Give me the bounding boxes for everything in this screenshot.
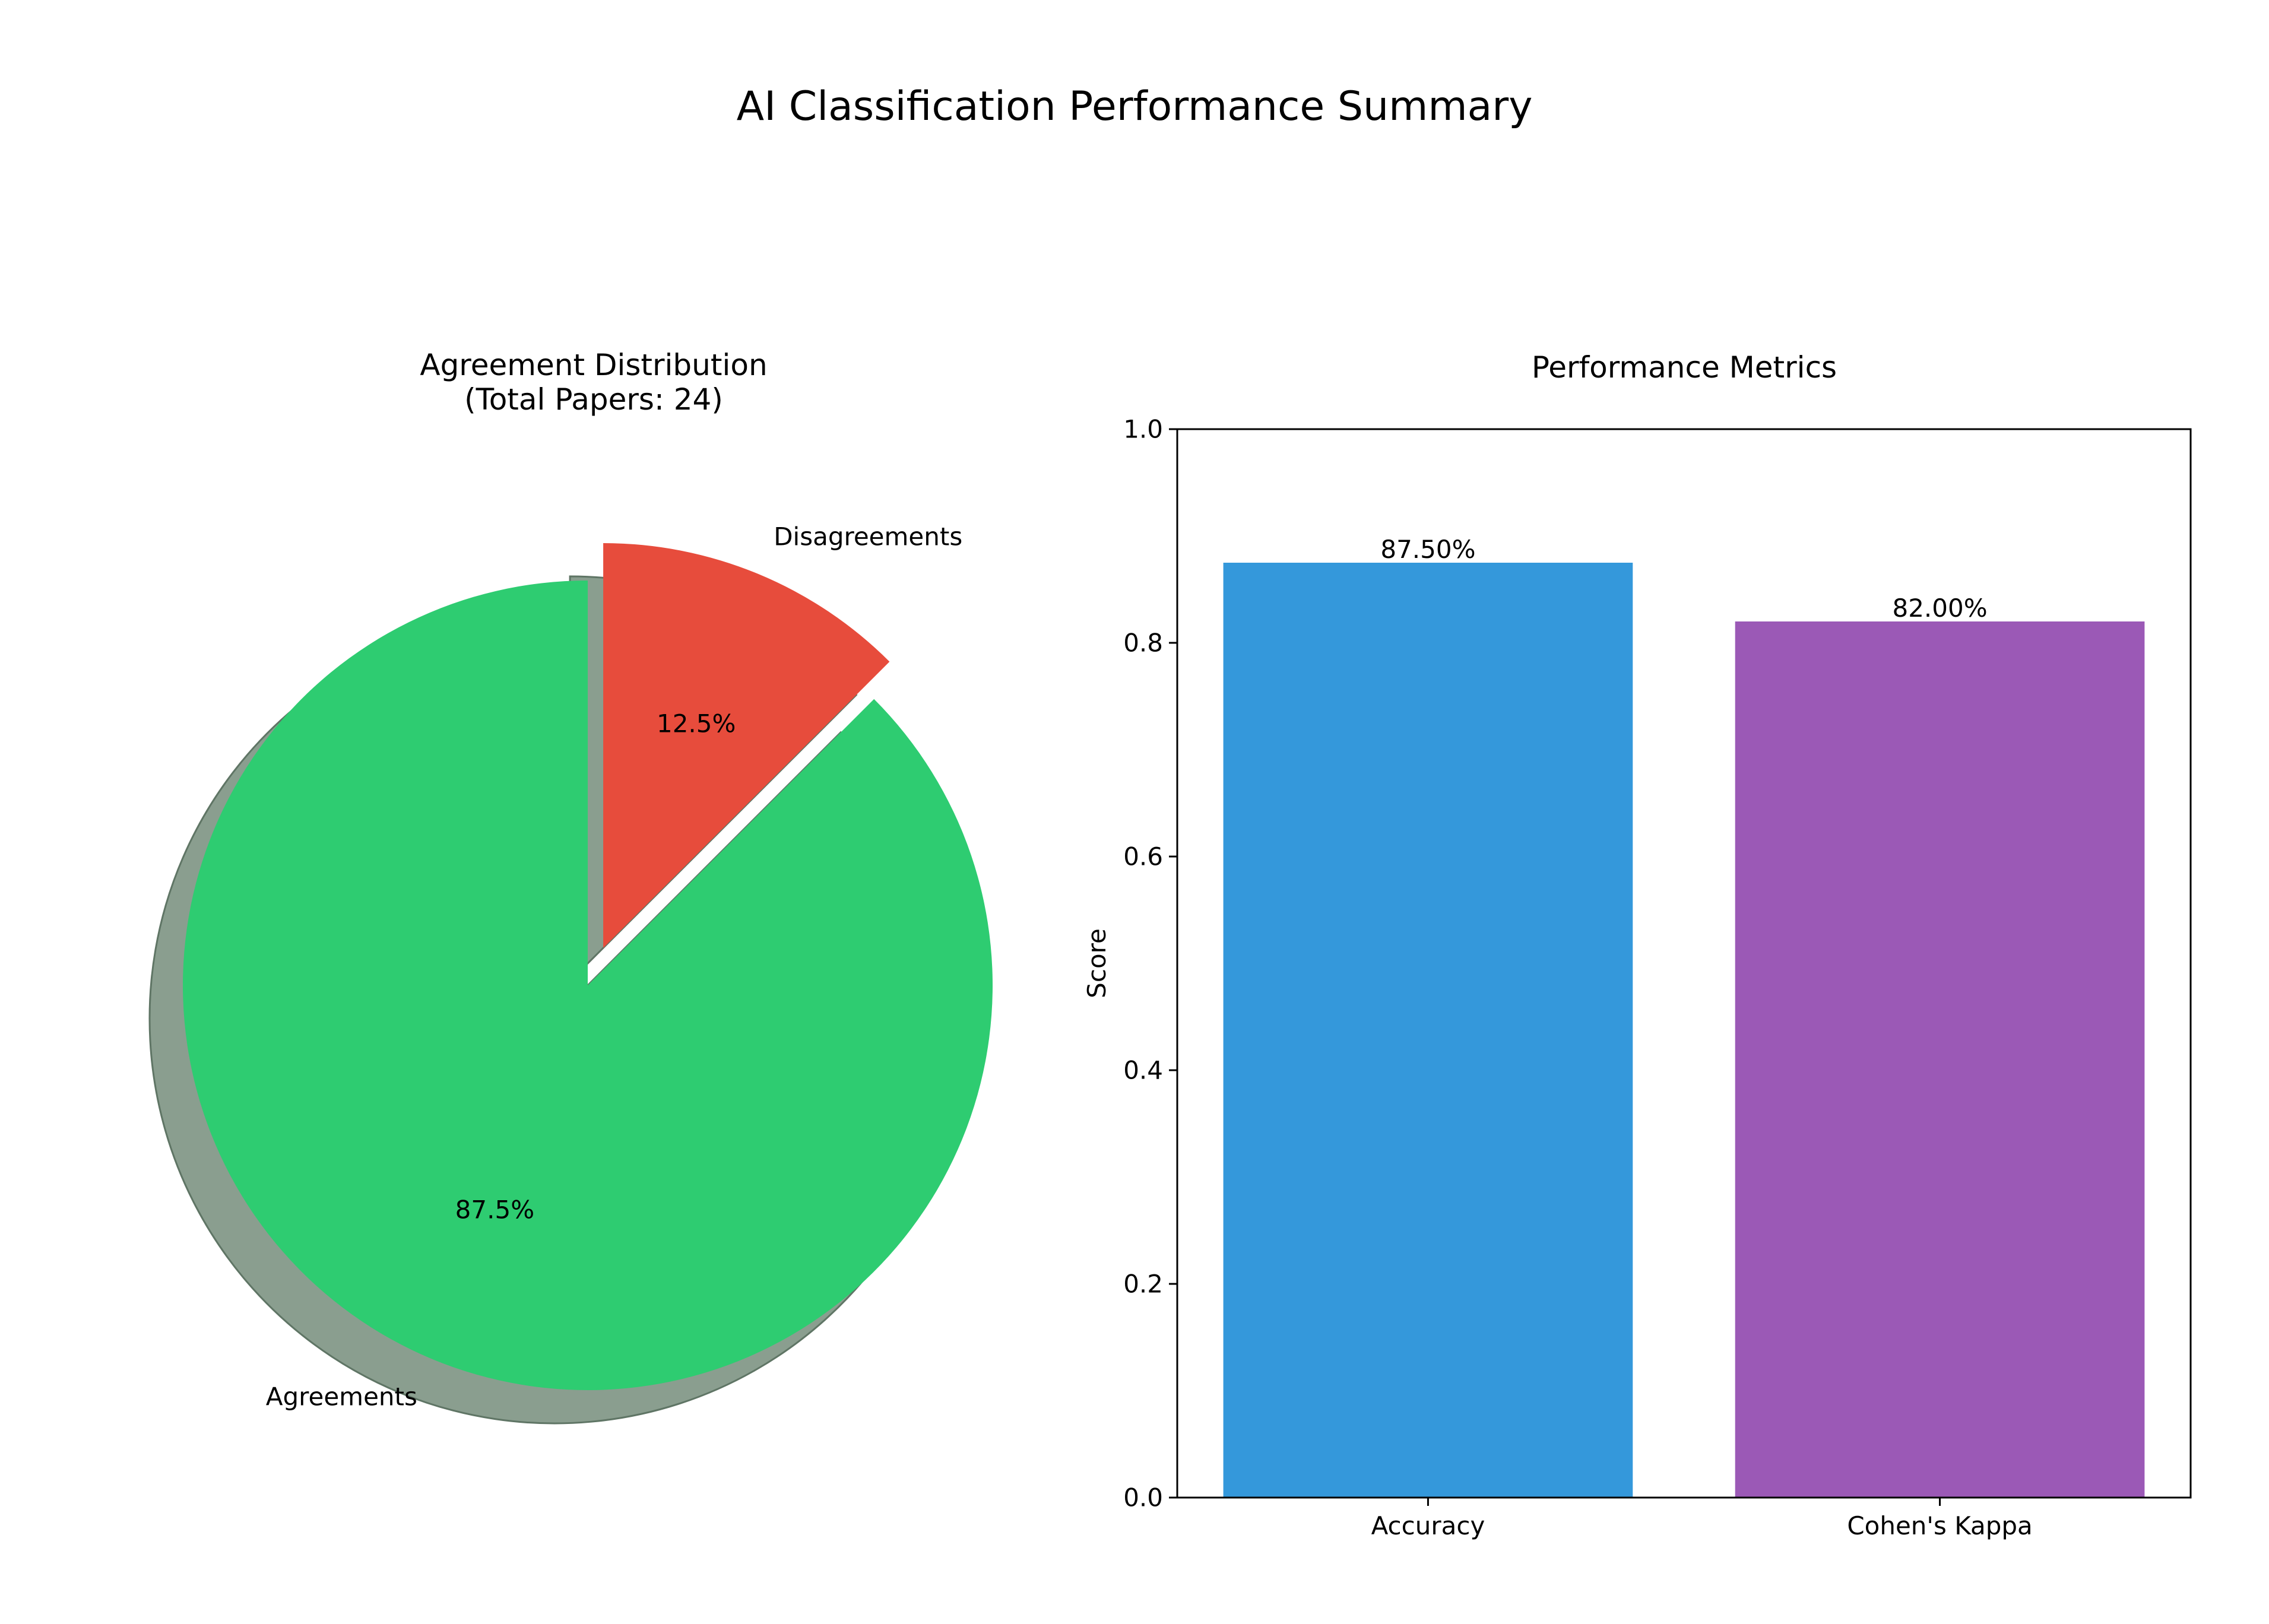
pie-chart-subtitle: (Total Papers: 24): [464, 382, 723, 417]
y-tick-label: 0.4: [1123, 1056, 1163, 1085]
y-tick-label: 0.8: [1123, 629, 1163, 658]
y-tick-label: 0.2: [1123, 1270, 1163, 1299]
bar-cohen-s-kappa: [1735, 621, 2145, 1498]
bar-value-label-cohen-s-kappa: 82.00%: [1892, 594, 1987, 623]
y-tick-label: 0.0: [1123, 1483, 1163, 1512]
figure-title: AI Classification Performance Summary: [737, 83, 1533, 130]
bar-y-ticks: 0.0 0.2 0.4 0.6 0.8 1.0: [1123, 415, 1177, 1512]
pie-slices: [183, 543, 993, 1390]
pie-chart-panel: Agreement Distribution (Total Papers: 24…: [148, 348, 993, 1425]
bar-chart-panel: Performance Metrics 87.50%82.00% 0.00.20…: [1082, 350, 2192, 1540]
pie-slice-disagreements: [603, 543, 890, 948]
y-tick-label: 1.0: [1123, 415, 1163, 444]
bar-accuracy: [1223, 563, 1633, 1498]
bar-chart-frame: [1176, 428, 2192, 1499]
pie-chart-title: Agreement Distribution: [420, 348, 767, 382]
pie-labels: Agreements 87.5% Disagreements 12.5%: [266, 522, 962, 1411]
bar-x-ticks: Accuracy Cohen's Kappa: [1371, 1498, 2033, 1540]
bar-marks: 87.50% 82.00%: [1223, 535, 2145, 1498]
bar-value-label-accuracy: 87.50%: [1380, 535, 1475, 564]
bar-chart-title: Performance Metrics: [1532, 350, 1837, 385]
y-tick-label: 0.6: [1123, 842, 1163, 871]
pie-percent-disagreements: 12.5%: [657, 709, 736, 738]
x-tick-label-cohen-s-kappa: Cohen's Kappa: [1847, 1511, 2032, 1540]
pie-slice-agreements: [183, 581, 993, 1390]
x-tick-label-accuracy: Accuracy: [1371, 1511, 1485, 1540]
pie-label-agreements: Agreements: [266, 1382, 417, 1412]
pie-label-disagreements: Disagreements: [774, 522, 962, 551]
bar-chart-y-axis-label: Score: [1082, 928, 1111, 998]
pie-percent-agreements: 87.5%: [455, 1195, 534, 1225]
